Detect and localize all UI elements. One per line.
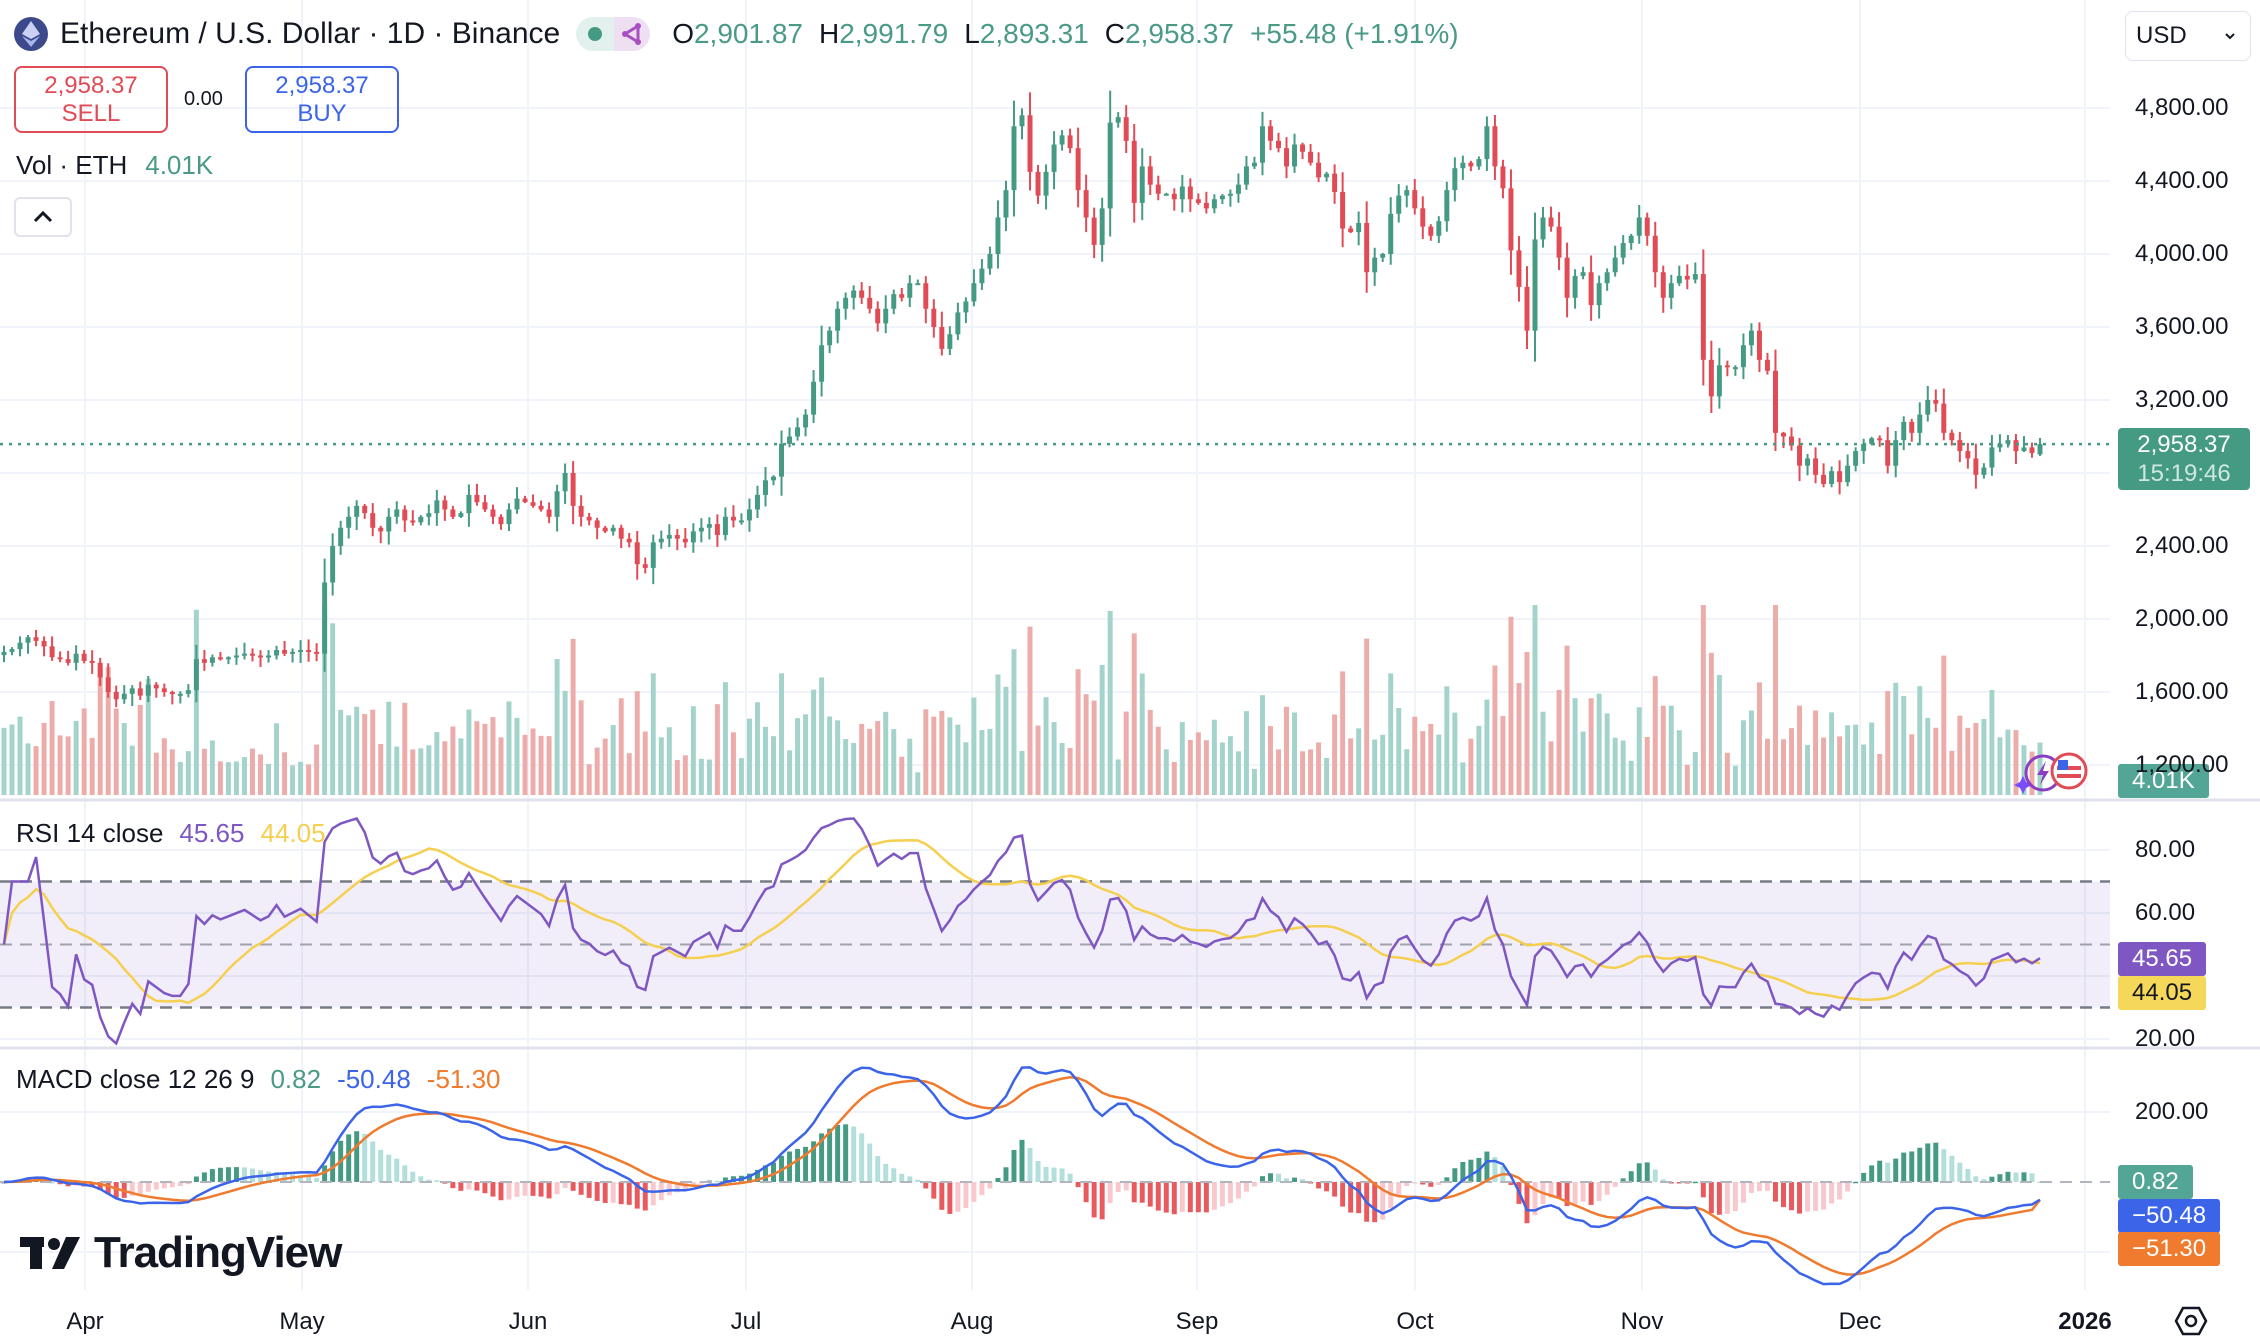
data-sharing-icon bbox=[614, 17, 651, 51]
rsi-axis-label: 20.00 bbox=[2135, 1025, 2196, 1052]
tradingview-logo-icon bbox=[20, 1237, 80, 1269]
chevron-down-icon bbox=[2225, 33, 2235, 40]
macd-signal-value: -51.30 bbox=[426, 1064, 501, 1094]
bar-countdown: 15:19:46 bbox=[2137, 460, 2231, 487]
macd-legend: MACD close 12 26 9 0.82 -50.48 -51.30 bbox=[16, 1064, 501, 1095]
rsi-axis-label: 80.00 bbox=[2135, 836, 2196, 863]
low-value: 2,893.31 bbox=[979, 18, 1089, 49]
rsi-value: 45.65 bbox=[179, 818, 245, 848]
price-axis-label: 3,600.00 bbox=[2135, 313, 2229, 340]
high-label: H bbox=[818, 18, 840, 49]
collapse-legend-button[interactable] bbox=[14, 197, 72, 237]
symbol-legend: Ethereum / U.S. Dollar · 1D · Binance O2… bbox=[14, 14, 1459, 54]
us-flag-icon bbox=[2050, 752, 2088, 790]
price-axis-label: 4,800.00 bbox=[2135, 94, 2229, 121]
rsi-ma-tag: 44.05 bbox=[2118, 976, 2207, 1010]
low-label: L bbox=[964, 18, 980, 49]
open-label: O bbox=[672, 18, 694, 49]
time-axis-label: Oct bbox=[1396, 1308, 1434, 1335]
ai-sparkle-icon bbox=[2014, 776, 2032, 794]
rsi-label[interactable]: RSI 14 close bbox=[16, 818, 164, 848]
macd-histogram-tag: 0.82 bbox=[2118, 1165, 2193, 1199]
time-axis-label: Sep bbox=[1175, 1308, 1219, 1335]
open-value: 2,901.87 bbox=[693, 18, 803, 49]
time-axis-label: Jun bbox=[508, 1308, 548, 1335]
time-axis-label: Nov bbox=[1620, 1308, 1664, 1335]
price-axis-label: 4,400.00 bbox=[2135, 167, 2229, 194]
close-value: 2,958.37 bbox=[1125, 18, 1235, 49]
price-axis-label: 1,600.00 bbox=[2135, 678, 2229, 705]
tradingview-watermark[interactable]: TradingView bbox=[20, 1228, 342, 1278]
rsi-ma-value: 44.05 bbox=[260, 818, 326, 848]
price-axis-label: 4,000.00 bbox=[2135, 240, 2229, 267]
volume-value: 4.01K bbox=[145, 150, 214, 180]
macd-axis-label: 200.00 bbox=[2135, 1098, 2209, 1125]
rsi-value-tag: 45.65 bbox=[2118, 942, 2207, 976]
time-axis-label: Jul bbox=[730, 1308, 762, 1335]
time-axis-label: May bbox=[279, 1308, 325, 1335]
last-price: 2,958.37 bbox=[2137, 431, 2231, 458]
currency-value: USD bbox=[2136, 22, 2187, 49]
price-axis-label: 1,200.00 bbox=[2135, 751, 2229, 778]
macd-signal-tag: −51.30 bbox=[2118, 1232, 2221, 1266]
volume-label[interactable]: Vol · ETH bbox=[16, 150, 128, 180]
ohlc-values: O2,901.87 H2,991.79 L2,893.31 C2,958.37 … bbox=[672, 18, 1458, 50]
buy-label: BUY bbox=[297, 99, 347, 127]
volume-tag: 4.01K bbox=[2118, 764, 2209, 798]
price-axis-label: 3,200.00 bbox=[2135, 386, 2229, 413]
sell-label: SELL bbox=[61, 99, 121, 127]
macd-line-value: -50.48 bbox=[337, 1064, 411, 1094]
chart-overlay-icons[interactable] bbox=[2010, 752, 2090, 794]
time-axis-label: Apr bbox=[66, 1308, 104, 1335]
status-pill[interactable] bbox=[576, 17, 651, 51]
buy-button[interactable]: 2,958.37 BUY bbox=[245, 66, 399, 133]
time-axis-label: Aug bbox=[950, 1308, 994, 1335]
time-axis-label: Dec bbox=[1838, 1308, 1882, 1335]
ethereum-logo-icon bbox=[14, 17, 48, 51]
watermark-text: TradingView bbox=[94, 1228, 342, 1277]
sell-price: 2,958.37 bbox=[44, 71, 138, 99]
time-axis-label: 2026 bbox=[2058, 1308, 2112, 1335]
change-value: +55.48 (+1.91%) bbox=[1250, 18, 1459, 49]
market-open-dot-icon bbox=[576, 17, 615, 51]
high-value: 2,991.79 bbox=[839, 18, 949, 49]
price-axis-label: 2,400.00 bbox=[2135, 532, 2229, 559]
currency-select[interactable]: USD bbox=[2125, 11, 2251, 61]
symbol-title[interactable]: Ethereum / U.S. Dollar · 1D · Binance bbox=[60, 17, 561, 50]
macd-line-tag: −50.48 bbox=[2118, 1199, 2221, 1233]
volume-legend: Vol · ETH 4.01K bbox=[16, 150, 213, 181]
price-axis-label: 2,000.00 bbox=[2135, 605, 2229, 632]
rsi-axis-label: 60.00 bbox=[2135, 899, 2196, 926]
macd-label[interactable]: MACD close 12 26 9 bbox=[16, 1064, 255, 1094]
last-price-tag: 2,958.37 15:19:46 bbox=[2118, 428, 2250, 490]
sell-button[interactable]: 2,958.37 SELL bbox=[14, 66, 168, 133]
chevron-up-icon bbox=[33, 211, 53, 223]
settings-icon[interactable] bbox=[2174, 1306, 2208, 1336]
macd-histogram-value: 0.82 bbox=[270, 1064, 322, 1094]
rsi-legend: RSI 14 close 45.65 44.05 bbox=[16, 818, 326, 849]
spread-value: 0.00 bbox=[184, 88, 223, 110]
close-label: C bbox=[1104, 18, 1126, 49]
buy-price: 2,958.37 bbox=[275, 71, 369, 99]
